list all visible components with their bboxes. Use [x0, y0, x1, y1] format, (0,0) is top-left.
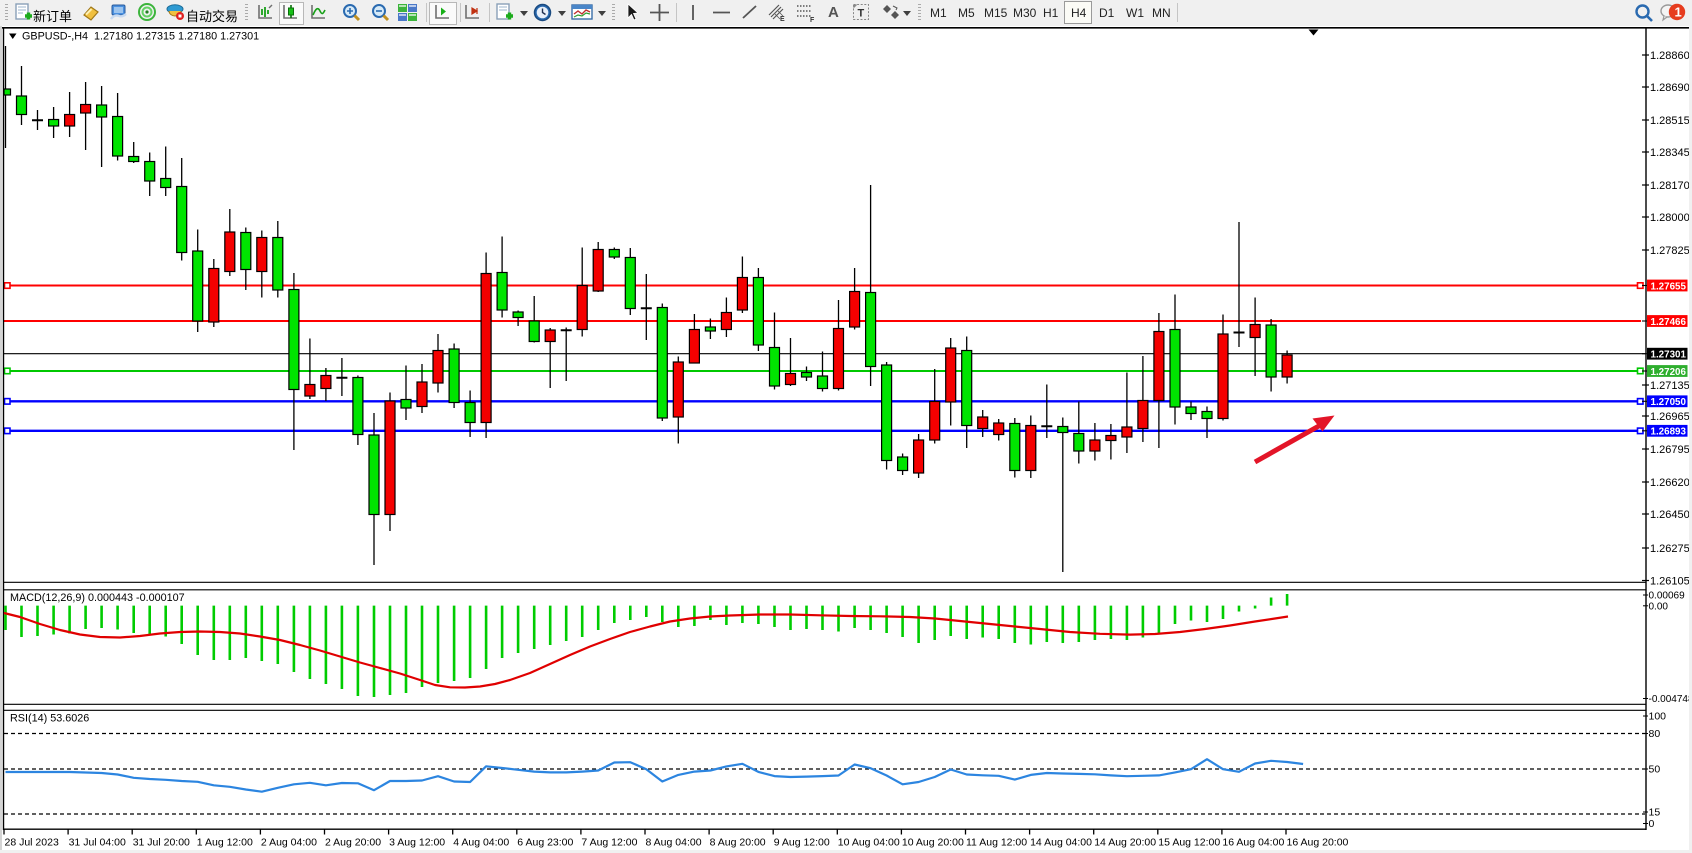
svg-text:1.28170: 1.28170 — [1650, 180, 1690, 192]
svg-text:14 Aug 04:00: 14 Aug 04:00 — [1030, 837, 1092, 849]
svg-text:1.26893: 1.26893 — [1651, 427, 1687, 438]
svg-text:1.26450: 1.26450 — [1650, 509, 1690, 521]
svg-text:80: 80 — [1649, 728, 1661, 740]
svg-text:1.27301: 1.27301 — [1651, 350, 1687, 361]
svg-text:2 Aug 20:00: 2 Aug 20:00 — [325, 837, 381, 849]
svg-text:15: 15 — [1649, 807, 1661, 819]
svg-text:11 Aug 12:00: 11 Aug 12:00 — [966, 837, 1027, 849]
svg-text:14 Aug 20:00: 14 Aug 20:00 — [1094, 837, 1156, 849]
svg-text:T: T — [858, 8, 865, 20]
svg-text:1.27655: 1.27655 — [1651, 281, 1687, 292]
svg-text:4 Aug 04:00: 4 Aug 04:00 — [453, 837, 509, 849]
svg-text:RSI(14) 53.6026: RSI(14) 53.6026 — [10, 713, 89, 725]
svg-text:1.26620: 1.26620 — [1650, 477, 1690, 489]
svg-text:8 Aug 20:00: 8 Aug 20:00 — [710, 837, 766, 849]
svg-text:1.28515: 1.28515 — [1650, 115, 1690, 127]
svg-text:2 Aug 04:00: 2 Aug 04:00 — [261, 837, 317, 849]
svg-text:10 Aug 20:00: 10 Aug 20:00 — [902, 837, 964, 849]
svg-text:31 Jul 04:00: 31 Jul 04:00 — [69, 837, 126, 849]
svg-text:1.27135: 1.27135 — [1650, 380, 1690, 392]
svg-text:0: 0 — [1649, 818, 1655, 830]
svg-text:16 Aug 20:00: 16 Aug 20:00 — [1287, 837, 1349, 849]
svg-text:-0.004748: -0.004748 — [1649, 694, 1692, 705]
svg-text:F: F — [810, 17, 815, 23]
svg-text:1.26795: 1.26795 — [1650, 444, 1690, 456]
svg-text:1.26275: 1.26275 — [1650, 543, 1690, 555]
svg-text:100: 100 — [1649, 711, 1667, 723]
svg-text:16 Aug 04:00: 16 Aug 04:00 — [1222, 837, 1284, 849]
svg-text:1.27825: 1.27825 — [1650, 245, 1690, 257]
svg-text:3 Aug 12:00: 3 Aug 12:00 — [389, 837, 445, 849]
svg-text:1 Aug 12:00: 1 Aug 12:00 — [197, 837, 253, 849]
svg-text:0.00069: 0.00069 — [1649, 591, 1686, 602]
svg-text:15 Aug 12:00: 15 Aug 12:00 — [1158, 837, 1220, 849]
svg-text:1.26965: 1.26965 — [1650, 411, 1690, 423]
svg-text:1.28000: 1.28000 — [1650, 212, 1690, 224]
svg-text:10 Aug 04:00: 10 Aug 04:00 — [838, 837, 900, 849]
svg-text:1.28345: 1.28345 — [1650, 147, 1690, 159]
svg-text:31 Jul 20:00: 31 Jul 20:00 — [133, 837, 190, 849]
svg-text:E: E — [780, 16, 785, 23]
svg-text:28 Jul 2023: 28 Jul 2023 — [5, 837, 59, 849]
svg-text:1.27466: 1.27466 — [1651, 317, 1687, 328]
svg-text:1.28860: 1.28860 — [1650, 50, 1690, 62]
svg-text:GBPUSD-,H4 1.27180 1.27315 1.: GBPUSD-,H4 1.27180 1.27315 1.27180 1.273… — [22, 31, 259, 43]
svg-text:50: 50 — [1649, 764, 1661, 776]
svg-text:6 Aug 23:00: 6 Aug 23:00 — [517, 837, 573, 849]
svg-text:MACD(12,26,9) 0.000443 -0.0001: MACD(12,26,9) 0.000443 -0.000107 — [10, 592, 185, 604]
svg-text:1.28690: 1.28690 — [1650, 82, 1690, 94]
svg-text:7 Aug 12:00: 7 Aug 12:00 — [581, 837, 637, 849]
svg-text:1: 1 — [1675, 5, 1682, 20]
svg-text:8 Aug 04:00: 8 Aug 04:00 — [646, 837, 702, 849]
svg-text:1.26105: 1.26105 — [1650, 575, 1690, 587]
svg-text:0.00: 0.00 — [1649, 602, 1669, 613]
svg-text:9 Aug 12:00: 9 Aug 12:00 — [774, 837, 830, 849]
svg-text:1.27206: 1.27206 — [1651, 367, 1687, 378]
svg-text:1.27050: 1.27050 — [1651, 397, 1687, 408]
